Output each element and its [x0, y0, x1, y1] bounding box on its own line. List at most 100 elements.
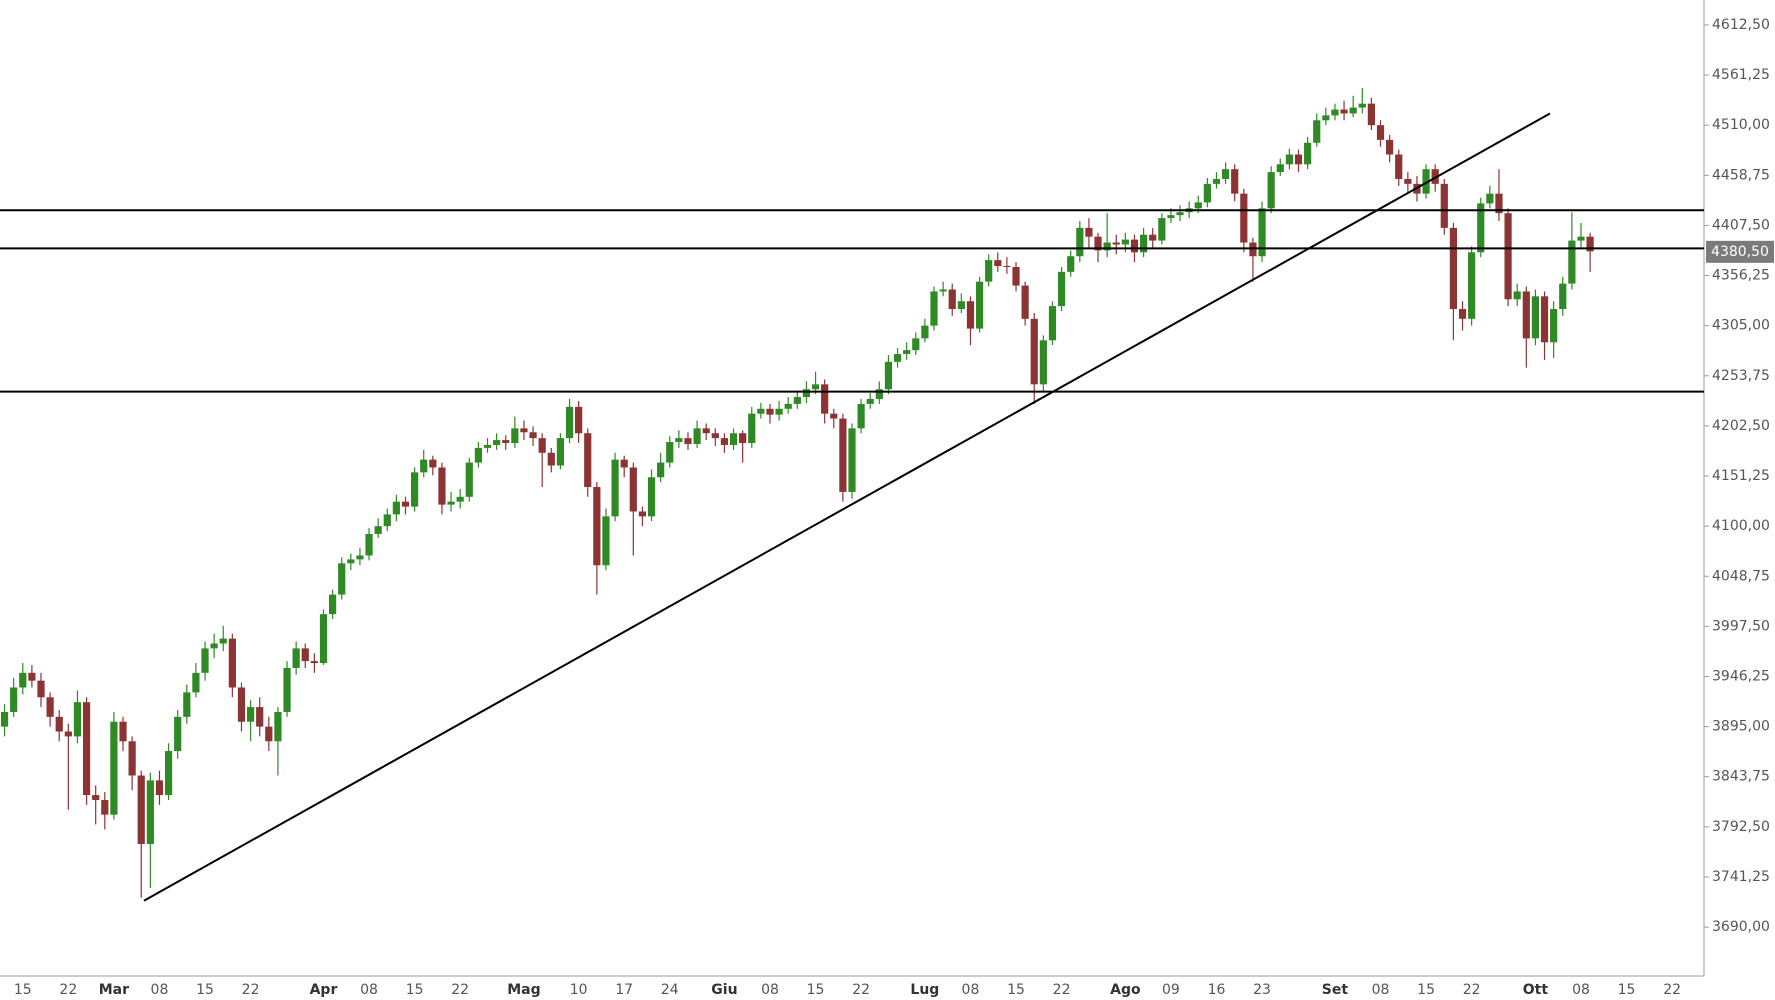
candle-body	[146, 780, 154, 844]
candle-body	[1222, 169, 1230, 179]
y-tick-label: 4305,00	[1712, 318, 1770, 334]
candle-body	[37, 680, 45, 698]
candle-body	[465, 462, 473, 497]
candle-body	[884, 361, 893, 390]
candle-body	[310, 661, 318, 664]
candle-body	[1322, 115, 1330, 121]
candle-body	[1468, 252, 1476, 319]
candle-body	[547, 452, 555, 466]
candle-body	[1276, 164, 1284, 173]
candle-body	[1048, 306, 1057, 341]
candle-body	[1231, 169, 1239, 194]
candle-body	[1240, 193, 1248, 243]
candle-body	[1076, 227, 1084, 257]
candle-body	[994, 260, 1002, 267]
candle-body	[520, 428, 528, 433]
candle-body	[383, 514, 391, 527]
candle-body	[219, 638, 227, 644]
candle-body	[821, 384, 829, 414]
candle-body	[511, 428, 519, 444]
candle-body	[392, 501, 400, 515]
candle-body	[292, 648, 300, 668]
candle-body	[584, 433, 592, 488]
y-tick-label: 3741,25	[1712, 869, 1770, 885]
candle-body	[502, 440, 510, 444]
candle-body	[192, 672, 200, 693]
candle-body	[1422, 169, 1430, 194]
candle-body	[830, 413, 838, 419]
x-tick-label: 15	[196, 982, 214, 998]
x-tick-label: 23	[1253, 982, 1271, 998]
candle-body	[1294, 154, 1303, 165]
candle-body	[319, 614, 328, 664]
candle-body	[912, 338, 920, 351]
candle-body	[593, 487, 601, 566]
candle-body	[538, 438, 546, 453]
x-tick-label: Mag	[507, 982, 540, 998]
candle-body	[602, 516, 610, 566]
candle-body	[201, 648, 209, 673]
candle-body	[283, 667, 291, 712]
last-price-box	[1706, 240, 1774, 263]
candle-body	[1167, 215, 1175, 219]
x-tick-label: 16	[1208, 982, 1226, 998]
candle-body	[1568, 240, 1576, 284]
x-tick-label: 15	[1618, 982, 1636, 998]
x-tick-label: Mar	[99, 982, 129, 998]
candle-body	[174, 716, 182, 752]
x-tick-label: 15	[807, 982, 825, 998]
candle-body	[729, 433, 738, 445]
candle-body	[575, 406, 583, 434]
candle-body	[638, 511, 647, 517]
candle-body	[757, 408, 765, 414]
candle-body	[1313, 120, 1321, 143]
candle-body	[1386, 139, 1394, 155]
candle-body	[246, 707, 255, 722]
candle-body	[411, 472, 419, 507]
last-price-label: 4380,50	[1711, 244, 1769, 260]
candle-body	[893, 354, 902, 362]
candle-body	[802, 389, 811, 398]
candle-body	[1586, 236, 1594, 252]
y-tick-label: 3690,00	[1712, 919, 1770, 935]
x-tick-label: Ago	[1110, 982, 1141, 998]
candle-body	[693, 428, 701, 444]
candle-body	[456, 496, 464, 502]
candle-body	[438, 467, 446, 505]
x-tick-label: 22	[242, 982, 260, 998]
candle-body	[1504, 213, 1512, 300]
candle-body	[1094, 236, 1102, 251]
candle-body	[739, 433, 747, 444]
candle-body	[1158, 218, 1166, 241]
candle-body	[210, 643, 218, 649]
candle-body	[629, 467, 637, 512]
candle-body	[1139, 234, 1148, 253]
x-tick-label: 22	[451, 982, 469, 998]
x-tick-label: Set	[1322, 982, 1349, 998]
candle-body	[420, 459, 428, 473]
x-tick-label: 22	[852, 982, 870, 998]
candle-body	[857, 403, 865, 429]
candle-body	[720, 438, 729, 445]
candle-body	[1331, 109, 1339, 116]
x-tick-label: 15	[1007, 982, 1025, 998]
candle-body	[474, 447, 482, 463]
candle-body	[529, 432, 537, 439]
x-tick-label: Giu	[711, 982, 737, 998]
candle-body	[128, 741, 136, 776]
candle-body	[1486, 193, 1494, 204]
candle-body	[1212, 178, 1221, 184]
candle-body	[1267, 172, 1275, 209]
candle-body	[975, 281, 984, 329]
y-tick-label: 4356,25	[1712, 268, 1770, 284]
candle-body	[1577, 236, 1585, 241]
candle-body	[657, 462, 665, 478]
candle-body	[875, 389, 883, 400]
candle-body	[903, 350, 911, 355]
candle-body	[228, 638, 236, 688]
x-tick-label: Ott	[1523, 982, 1549, 998]
candle-body	[447, 501, 455, 505]
x-tick-label: Lug	[910, 982, 939, 998]
